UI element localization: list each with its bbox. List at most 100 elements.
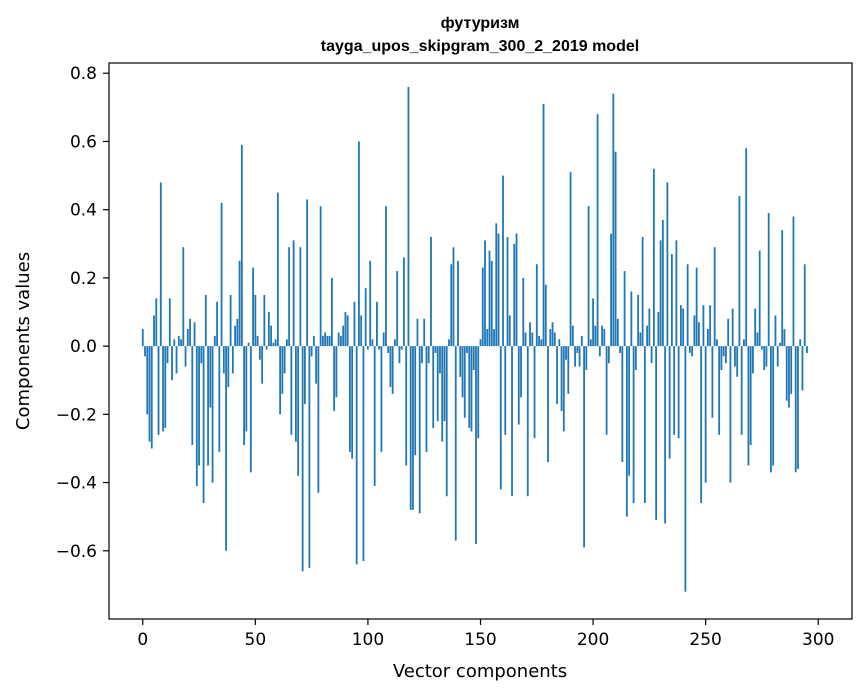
bar-116 <box>403 257 405 347</box>
bar-286 <box>785 346 788 401</box>
bar-156 <box>493 329 495 347</box>
bar-121 <box>414 346 417 456</box>
bar-54 <box>263 294 266 347</box>
bar-248 <box>700 346 703 504</box>
bar-129 <box>432 346 435 428</box>
bar-88 <box>340 335 342 347</box>
bar-265 <box>738 196 741 347</box>
bar-259 <box>725 346 727 364</box>
bar-210 <box>614 151 617 347</box>
bar-80 <box>321 335 324 347</box>
x-tick-label-300: 300 <box>802 630 834 650</box>
bar-97 <box>360 315 363 347</box>
bar-267 <box>743 339 745 347</box>
bar-90 <box>344 312 347 347</box>
bar-140 <box>457 260 459 347</box>
y-tick-label-4: 0.2 <box>70 269 97 289</box>
bar-206 <box>605 346 608 435</box>
bar-236 <box>673 346 676 435</box>
bar-49 <box>252 267 254 347</box>
bar-53 <box>261 346 263 384</box>
bar-154 <box>488 250 491 347</box>
bar-208 <box>610 233 612 347</box>
bar-166 <box>515 233 518 347</box>
bar-91 <box>346 315 349 347</box>
bar-19 <box>184 346 187 367</box>
bar-270 <box>749 346 752 446</box>
bar-159 <box>499 346 502 490</box>
bar-124 <box>421 346 423 364</box>
bar-9 <box>162 346 164 432</box>
bar-74 <box>308 346 311 568</box>
bar-65 <box>288 247 291 347</box>
bar-98 <box>362 346 365 562</box>
bar-229 <box>657 312 660 347</box>
bar-292 <box>799 339 802 347</box>
bar-134 <box>443 346 446 422</box>
bar-24 <box>195 346 198 486</box>
bar-252 <box>709 305 712 347</box>
bar-131 <box>436 346 439 422</box>
bar-246 <box>695 267 698 347</box>
bar-168 <box>520 346 522 398</box>
bar-111 <box>391 346 394 394</box>
bar-177 <box>540 339 543 347</box>
x-tick-label-0: 0 <box>137 630 148 650</box>
bar-29 <box>207 346 209 466</box>
y-tick-label-7: 0.8 <box>70 64 97 84</box>
bar-283 <box>779 342 781 347</box>
bar-89 <box>342 325 345 347</box>
bar-190 <box>569 172 572 347</box>
bar-40 <box>231 346 234 374</box>
bar-287 <box>788 346 790 408</box>
bar-228 <box>655 346 658 521</box>
bar-182 <box>551 322 554 347</box>
bar-261 <box>729 346 732 483</box>
bar-224 <box>646 325 649 347</box>
bar-18 <box>182 247 185 347</box>
bar-274 <box>758 250 761 347</box>
bar-145 <box>468 346 471 428</box>
bar-41 <box>234 325 236 347</box>
y-tick-label-3: 0.0 <box>70 337 97 357</box>
bar-112 <box>394 339 396 347</box>
bar-264 <box>736 346 739 377</box>
bar-249 <box>702 305 705 347</box>
bar-221 <box>639 332 642 347</box>
bar-158 <box>497 233 500 347</box>
bar-263 <box>734 346 736 367</box>
bar-201 <box>594 325 597 347</box>
bar-36 <box>222 346 225 374</box>
bar-153 <box>486 329 489 347</box>
bar-226 <box>650 346 653 364</box>
bar-271 <box>752 346 754 374</box>
bar-280 <box>772 346 775 466</box>
chart-subtitle: tayga_upos_skipgram_300_2_2019 model <box>321 38 639 55</box>
bar-164 <box>511 346 513 497</box>
bar-150 <box>479 339 482 347</box>
bar-35 <box>220 202 223 347</box>
bar-10 <box>164 346 167 428</box>
bar-109 <box>387 346 390 353</box>
bar-169 <box>522 277 525 347</box>
bar-230 <box>659 240 662 347</box>
bar-240 <box>682 308 685 347</box>
bar-137 <box>450 264 453 347</box>
bar-275 <box>761 346 763 350</box>
bar-184 <box>556 346 558 405</box>
bar-212 <box>619 346 621 353</box>
bar-179 <box>544 284 547 347</box>
bar-83 <box>328 335 331 347</box>
bar-218 <box>632 346 635 504</box>
bar-216 <box>628 346 630 476</box>
y-axis: −0.6 −0.4 −0.2 0.0 0.2 0.4 0.6 0.8 <box>56 64 109 562</box>
bar-276 <box>763 346 766 370</box>
bar-25 <box>198 346 200 466</box>
bar-189 <box>567 346 570 394</box>
bar-269 <box>747 346 750 466</box>
bar-127 <box>427 346 430 364</box>
bar-273 <box>756 332 759 347</box>
bar-195 <box>580 335 583 347</box>
bar-141 <box>459 346 462 377</box>
bar-101 <box>369 260 372 347</box>
